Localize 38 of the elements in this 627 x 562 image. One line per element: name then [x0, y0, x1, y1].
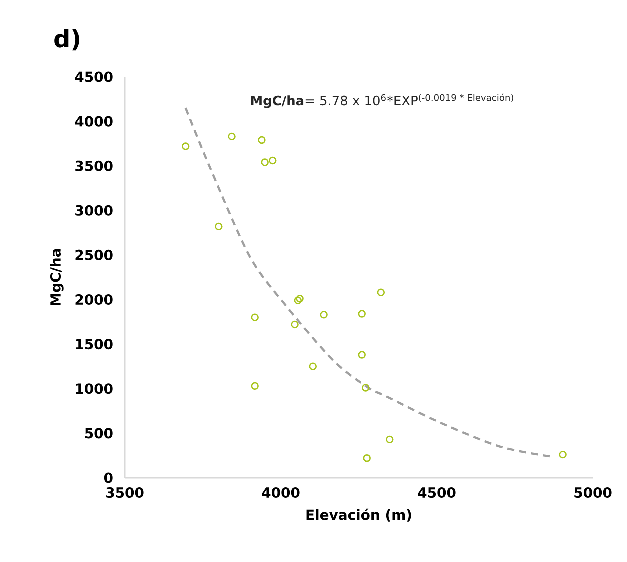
point [294, 296, 302, 305]
point [182, 142, 190, 150]
point [362, 384, 370, 392]
y-tick-label: 3000 [76, 205, 113, 216]
y-tick-label: 1500 [76, 339, 113, 350]
point [258, 136, 266, 144]
point [309, 362, 317, 370]
point [358, 310, 366, 318]
chart-title: d) [54, 29, 80, 51]
point [251, 314, 259, 322]
line-series [184, 107, 552, 458]
y-tick-label: 2500 [76, 250, 113, 260]
x-tick-label: 3500 [106, 487, 144, 498]
point [358, 351, 366, 359]
point [296, 295, 304, 303]
point [363, 454, 371, 462]
x-tick-label: 4500 [418, 487, 456, 498]
point [269, 156, 277, 165]
point [320, 311, 328, 319]
point [261, 158, 269, 166]
point [377, 288, 386, 296]
y-axis-title: MgC/ha [50, 249, 64, 306]
x-axis-title: Elevación (m) [306, 508, 412, 522]
y-tick-label: 500 [85, 428, 113, 439]
y-tick-label: 0 [104, 472, 113, 484]
point [228, 132, 236, 141]
point [386, 436, 394, 444]
point [559, 450, 567, 459]
y-tick-label: 3500 [76, 160, 113, 172]
x-tick-label: 4000 [262, 487, 300, 498]
y-tick-label: 4500 [75, 72, 113, 82]
point [251, 382, 259, 390]
y-tick-label: 4000 [75, 116, 113, 127]
y-tick-label: 1000 [76, 384, 113, 394]
y-tick-label: 2000 [76, 294, 113, 306]
point [215, 222, 223, 231]
point [291, 320, 299, 329]
x-tick-label: 5000 [574, 487, 612, 498]
